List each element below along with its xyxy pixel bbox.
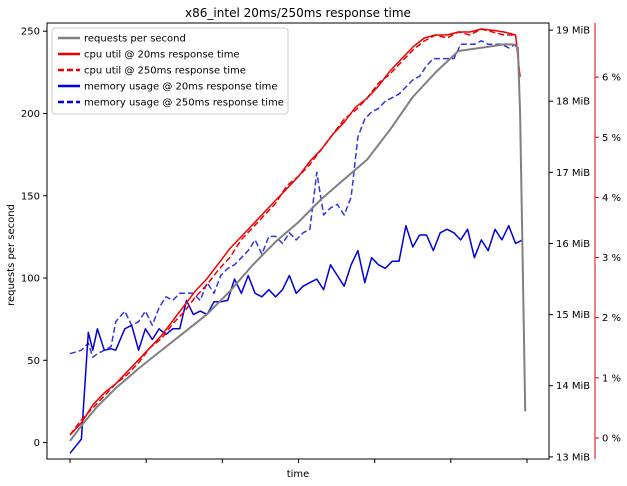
- series-line-2: [69, 28, 516, 436]
- y-axis-label: requests per second: [6, 204, 17, 306]
- series-line-4: [69, 40, 516, 359]
- y-tick-label: 150: [21, 191, 40, 202]
- y3-tick-label: 0 %: [602, 433, 621, 444]
- legend-label: memory usage @ 250ms response time: [84, 98, 284, 109]
- y3-tick-label: 2 %: [602, 313, 621, 324]
- series-line-1: [69, 28, 521, 436]
- series-layer: [69, 28, 527, 454]
- y3-tick-label: 5 %: [602, 133, 621, 144]
- y2-tick-label: 14 MiB: [556, 381, 590, 392]
- y3-axis: 0 % 1 % 2 % 3 % 4 % 5 % 6 %: [595, 73, 621, 444]
- legend-label: cpu util @ 20ms response time: [84, 50, 240, 61]
- legend-label: requests per second: [84, 34, 186, 45]
- y3-tick-label: 3 %: [602, 253, 621, 264]
- chart-title: x86_intel 20ms/250ms response time: [185, 6, 411, 20]
- y2-tick-label: 13 MiB: [556, 452, 590, 463]
- y3-tick-label: 1 %: [602, 373, 621, 384]
- y2-axis: 13 MiB 14 MiB 15 MiB 16 MiB 17 MiB 18 MiB 19 M…: [549, 26, 590, 463]
- legend-box: [51, 27, 289, 115]
- y-tick-label: 100: [21, 274, 40, 285]
- y-tick-label: 250: [21, 27, 40, 38]
- series-line-3: [69, 224, 523, 454]
- x-axis: [69, 459, 528, 463]
- series-line-0: [69, 43, 527, 442]
- x-axis-label: time: [287, 469, 310, 480]
- legend: requests per second cpu util @ 20ms respo…: [51, 27, 289, 115]
- y2-tick-label: 15 MiB: [556, 310, 590, 321]
- y3-tick-label: 6 %: [602, 73, 621, 84]
- y3-tick-label: 4 %: [602, 193, 621, 204]
- y-tick-label: 200: [21, 109, 40, 120]
- y-axis-left: 0 50 100 150 200 250: [21, 27, 47, 449]
- y2-tick-label: 19 MiB: [556, 26, 590, 37]
- y2-tick-label: 18 MiB: [556, 97, 590, 108]
- y-tick-label: 50: [27, 356, 40, 367]
- legend-label: memory usage @ 20ms response time: [84, 82, 278, 93]
- legend-label: cpu util @ 250ms response time: [84, 66, 246, 77]
- y-tick-label: 0: [34, 438, 40, 449]
- y2-tick-label: 16 MiB: [556, 239, 590, 250]
- y2-tick-label: 17 MiB: [556, 168, 590, 179]
